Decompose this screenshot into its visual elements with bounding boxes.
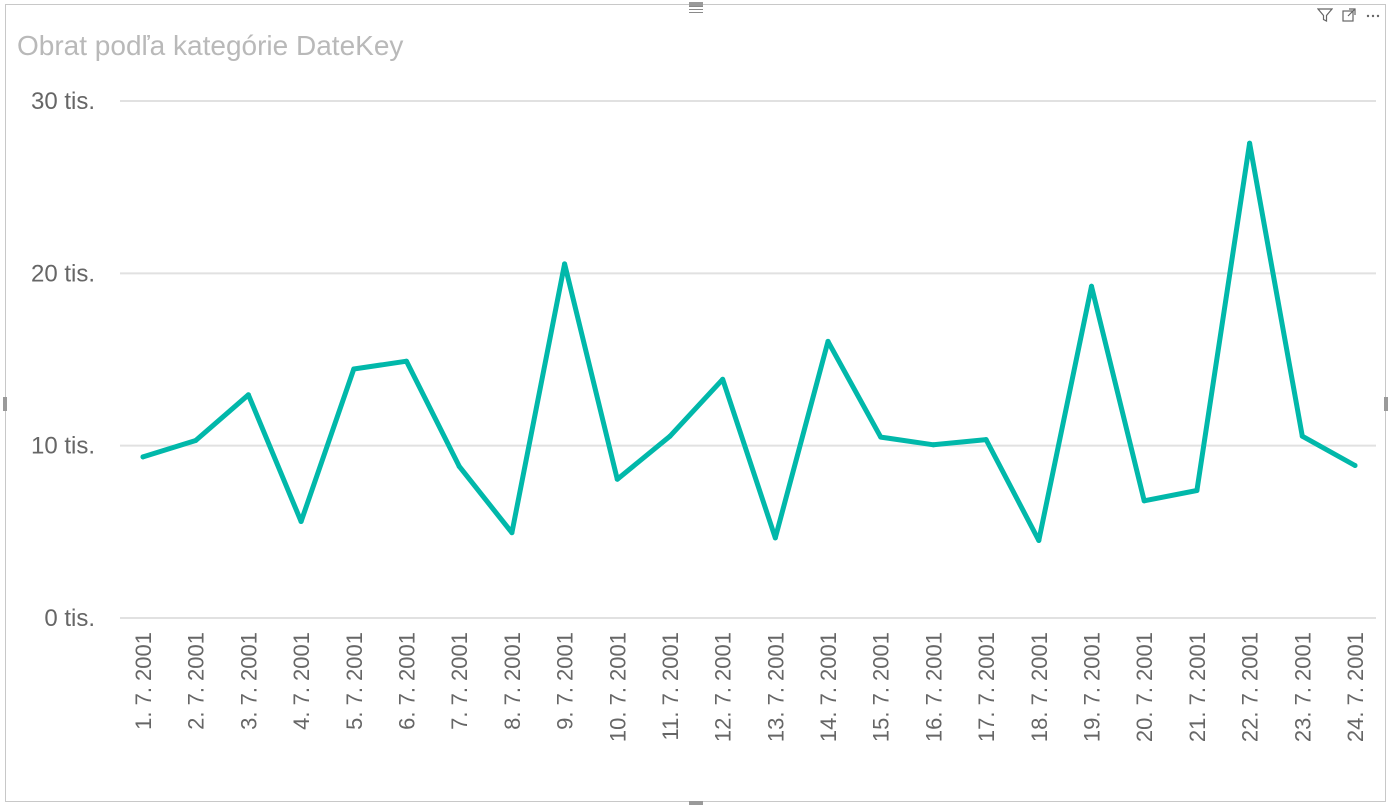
series-line[interactable] [140,140,1358,543]
more-options-icon[interactable] [1364,6,1382,24]
data-point[interactable] [1247,140,1253,146]
x-tick-label: 16. 7. 2001 [921,632,946,742]
x-tick-label: 23. 7. 2001 [1290,632,1315,742]
y-tick-label: 20 tis. [31,260,95,287]
data-point[interactable] [245,392,251,398]
data-point[interactable] [878,434,884,440]
data-point[interactable] [825,338,831,344]
x-tick-label: 17. 7. 2001 [974,632,999,742]
data-point[interactable] [772,535,778,541]
resize-handle-right[interactable] [1384,397,1388,411]
resize-handle-bottom[interactable] [689,801,703,805]
x-tick-label: 22. 7. 2001 [1238,632,1263,742]
data-point[interactable] [614,476,620,482]
x-tick-label: 11. 7. 2001 [658,632,683,740]
x-tick-label: 1. 7. 2001 [131,632,156,730]
y-axis: 0 tis. 10 tis. 20 tis. 30 tis. [31,88,95,632]
data-point[interactable] [983,437,989,443]
y-tick-label: 0 tis. [44,605,95,632]
data-point[interactable] [1352,462,1358,468]
x-tick-label: 21. 7. 2001 [1185,632,1210,742]
visual-header-toolbar [1316,6,1382,24]
x-tick-label: 3. 7. 2001 [236,632,261,730]
x-tick-label: 8. 7. 2001 [500,632,525,730]
data-point[interactable] [1299,433,1305,439]
data-point[interactable] [456,463,462,469]
x-tick-label: 7. 7. 2001 [447,632,472,730]
data-point[interactable] [562,261,568,267]
x-tick-label: 9. 7. 2001 [553,632,578,730]
resize-handle-left[interactable] [3,397,7,411]
data-point[interactable] [667,433,673,439]
x-tick-label: 6. 7. 2001 [394,632,419,730]
data-point[interactable] [140,454,146,460]
data-point[interactable] [1194,487,1200,493]
y-tick-label: 30 tis. [31,88,95,115]
x-tick-label: 2. 7. 2001 [184,632,209,730]
data-point[interactable] [403,358,409,364]
x-tick-label: 13. 7. 2001 [763,632,788,742]
data-point[interactable] [509,530,515,536]
x-tick-label: 10. 7. 2001 [605,632,630,742]
x-tick-label: 18. 7. 2001 [1027,632,1052,742]
x-tick-label: 20. 7. 2001 [1132,632,1157,742]
x-tick-label: 15. 7. 2001 [869,632,894,742]
data-point[interactable] [1036,537,1042,543]
data-point[interactable] [193,437,199,443]
x-tick-label: 5. 7. 2001 [342,632,367,730]
x-tick-label: 12. 7. 2001 [711,632,736,742]
x-tick-label: 14. 7. 2001 [816,632,841,742]
filter-icon[interactable] [1316,6,1334,24]
data-point[interactable] [298,518,304,524]
data-point[interactable] [720,376,726,382]
x-axis: 1. 7. 2001 2. 7. 2001 3. 7. 2001 4. 7. 2001… [131,632,1368,742]
data-point[interactable] [930,442,936,448]
gridlines [120,100,1376,619]
data-point[interactable] [1089,283,1095,289]
x-tick-label: 24. 7. 2001 [1343,632,1368,742]
plot-area [140,140,1358,543]
drag-grip-icon[interactable] [689,6,703,15]
x-tick-label: 4. 7. 2001 [289,632,314,730]
data-point[interactable] [1141,498,1147,504]
resize-handle-top[interactable] [689,2,703,6]
x-tick-label: 19. 7. 2001 [1080,632,1105,742]
focus-mode-icon[interactable] [1340,6,1358,24]
data-point[interactable] [351,366,357,372]
chart-title: Obrat podľa kategórie DateKey [17,30,404,61]
y-tick-label: 10 tis. [31,433,95,460]
